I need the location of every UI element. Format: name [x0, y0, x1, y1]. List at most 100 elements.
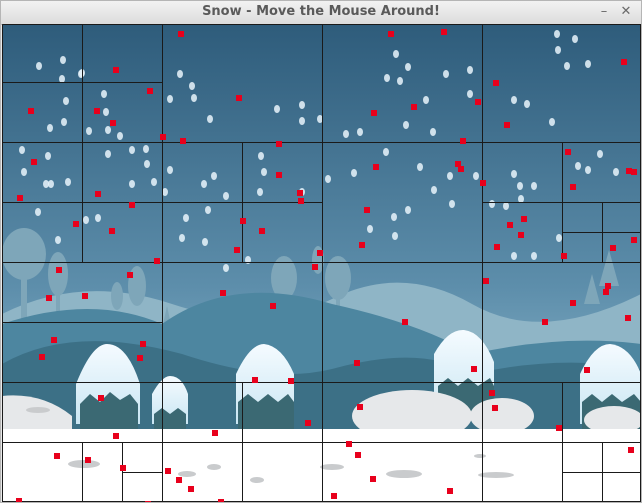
particle	[447, 488, 453, 494]
particle	[94, 108, 100, 114]
particle	[147, 88, 153, 94]
particle	[542, 319, 548, 325]
particle	[95, 191, 101, 197]
particle	[373, 164, 379, 170]
snowflake	[258, 152, 264, 160]
snowflake	[179, 234, 185, 242]
snowflake	[129, 146, 135, 154]
particle	[626, 168, 632, 174]
snowflake	[384, 74, 390, 82]
particle	[561, 253, 567, 259]
snowflake	[183, 214, 189, 222]
snowflake	[144, 160, 150, 168]
particle	[176, 477, 182, 483]
particle	[480, 180, 486, 186]
particle	[584, 367, 590, 373]
particle	[441, 29, 447, 35]
snowflake	[47, 124, 53, 132]
snowflake	[449, 200, 455, 208]
snowflake	[95, 214, 101, 222]
particle	[56, 267, 62, 273]
particle	[359, 242, 365, 248]
snowflake	[430, 128, 436, 136]
snowflake	[555, 46, 561, 54]
particle	[98, 395, 104, 401]
snowflake	[43, 180, 49, 188]
particle	[305, 420, 311, 426]
snowflake	[511, 252, 517, 260]
particle	[109, 228, 115, 234]
particle	[518, 232, 524, 238]
particle	[346, 441, 352, 447]
snow-scene[interactable]	[2, 24, 641, 502]
snowflake	[151, 178, 157, 186]
particle	[154, 258, 160, 264]
snowflake	[63, 97, 69, 105]
snowflake	[531, 252, 537, 260]
minimize-button[interactable]: –	[600, 4, 608, 19]
particle	[28, 108, 34, 114]
snowflake	[572, 35, 578, 43]
snowflake	[103, 108, 109, 116]
particle	[113, 433, 119, 439]
particle	[178, 31, 184, 37]
snowflake	[403, 121, 409, 129]
particle	[357, 404, 363, 410]
snowflake	[202, 238, 208, 246]
particle	[82, 293, 88, 299]
snowflake	[86, 127, 92, 135]
particle	[160, 134, 166, 140]
particle	[625, 315, 631, 321]
particle	[120, 465, 126, 471]
particle	[212, 430, 218, 436]
snowflake	[443, 70, 449, 78]
close-button[interactable]: ✕	[620, 4, 632, 19]
snowflake	[391, 213, 397, 221]
snow-bushes	[76, 329, 641, 429]
particle	[402, 319, 408, 325]
particles	[16, 29, 637, 502]
particle	[188, 486, 194, 492]
snowflake	[613, 168, 619, 176]
game-canvas[interactable]	[2, 24, 641, 502]
particle	[298, 198, 304, 204]
particle	[137, 355, 143, 361]
snowflake	[223, 264, 229, 272]
particle	[113, 67, 119, 73]
snowflake	[317, 115, 323, 123]
snowflake	[211, 172, 217, 180]
snowflake	[393, 50, 399, 58]
snow-ground	[2, 429, 641, 502]
snowflake	[473, 172, 479, 180]
snowflake	[431, 186, 437, 194]
snowflake	[517, 182, 523, 190]
particle	[145, 501, 151, 502]
title-bar[interactable]: Snow - Move the Mouse Around! – ✕	[1, 1, 641, 25]
particle	[297, 190, 303, 196]
snowflake	[35, 208, 41, 216]
particle	[565, 149, 571, 155]
particle	[218, 499, 224, 502]
snowflake	[585, 60, 591, 68]
particle	[317, 250, 323, 256]
particle	[492, 405, 498, 411]
snowflake	[417, 163, 423, 171]
particle	[493, 80, 499, 86]
snowflake	[357, 128, 363, 136]
particle	[276, 141, 282, 147]
snowflake	[117, 132, 123, 140]
snowflake	[511, 96, 517, 104]
snowflake	[105, 126, 111, 134]
snowflake	[60, 56, 66, 64]
snowflake	[55, 236, 61, 244]
snowflake	[189, 82, 195, 90]
snowflake	[367, 225, 373, 233]
particle	[354, 360, 360, 366]
window-title: Snow - Move the Mouse Around!	[202, 4, 440, 19]
snowflake	[405, 206, 411, 214]
snowflake	[19, 146, 25, 154]
particle	[288, 378, 294, 384]
particle	[252, 377, 258, 383]
particle	[46, 295, 52, 301]
